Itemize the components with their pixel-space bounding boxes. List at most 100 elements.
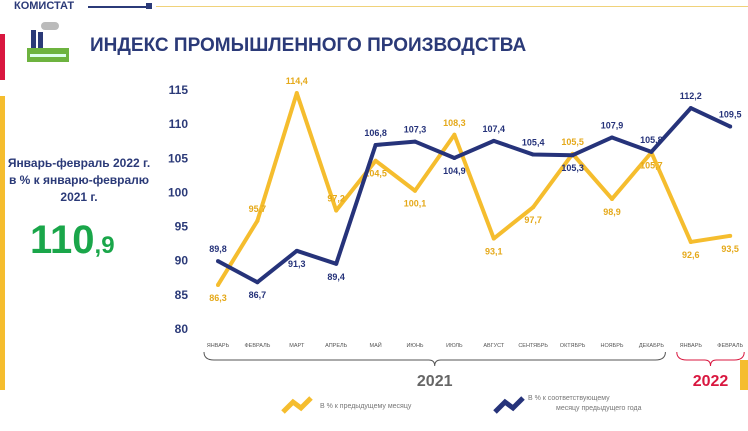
data-label: 89,4 bbox=[327, 272, 345, 282]
y-tick-label: 95 bbox=[175, 220, 189, 234]
data-point bbox=[728, 124, 733, 129]
x-tick-label: ЯНВАРЬ bbox=[680, 343, 703, 349]
data-point bbox=[413, 139, 417, 144]
data-label: 97,7 bbox=[524, 215, 542, 225]
data-label: 105,5 bbox=[561, 137, 584, 147]
y-tick-label: 115 bbox=[169, 83, 189, 97]
data-point bbox=[334, 208, 339, 213]
group-label: 2021 bbox=[417, 373, 453, 390]
y-tick-label: 80 bbox=[175, 322, 189, 336]
legend-swatch bbox=[493, 396, 525, 414]
data-point bbox=[413, 188, 417, 193]
x-tick-label: СЕНТЯБРЬ bbox=[518, 343, 548, 349]
data-label: 105,4 bbox=[522, 138, 545, 148]
data-label: 86,3 bbox=[209, 293, 227, 303]
data-label: 105,8 bbox=[640, 135, 663, 145]
data-label: 112,2 bbox=[680, 91, 702, 101]
data-point bbox=[570, 153, 575, 158]
data-label: 91,3 bbox=[288, 259, 306, 269]
data-point bbox=[294, 91, 299, 96]
x-tick-label: ИЮНЬ bbox=[406, 343, 423, 349]
data-label: 105,3 bbox=[561, 163, 584, 173]
header-line-gold bbox=[156, 6, 748, 7]
data-point bbox=[294, 248, 299, 253]
data-point bbox=[491, 236, 496, 241]
data-point bbox=[610, 135, 614, 140]
data-point bbox=[255, 280, 260, 285]
data-point bbox=[688, 106, 693, 111]
x-tick-label: ДЕКАБРЬ bbox=[639, 343, 665, 349]
legend-label: В % к соответствующему bbox=[528, 395, 610, 402]
data-label: 107,3 bbox=[404, 125, 427, 135]
red-accent-bar bbox=[0, 34, 5, 80]
group-brace bbox=[203, 351, 666, 367]
y-tick-label: 105 bbox=[168, 151, 188, 165]
y-tick-label: 110 bbox=[169, 117, 189, 131]
legend-swatch bbox=[281, 396, 313, 414]
series-line bbox=[216, 91, 731, 287]
data-label: 95,7 bbox=[249, 204, 267, 214]
data-label: 93,1 bbox=[485, 247, 503, 257]
group-brace bbox=[676, 351, 745, 367]
summary-value-int: 110 bbox=[30, 218, 95, 262]
y-tick-label: 85 bbox=[175, 288, 189, 302]
data-label: 93,5 bbox=[721, 244, 739, 254]
x-tick-label: ФЕВРАЛЬ bbox=[244, 343, 270, 349]
y-tick-label: 100 bbox=[168, 185, 188, 199]
summary-value: 110,9 bbox=[30, 218, 115, 263]
data-label: 89,8 bbox=[209, 244, 227, 254]
data-point bbox=[491, 138, 496, 143]
x-tick-label: ЯНВАРЬ bbox=[207, 343, 230, 349]
data-point bbox=[610, 196, 614, 201]
data-point bbox=[649, 149, 654, 154]
data-label: 107,4 bbox=[483, 124, 506, 134]
x-tick-label: АПРЕЛЬ bbox=[325, 343, 348, 349]
x-tick-label: МАЙ bbox=[369, 341, 381, 349]
right-yellow-bar bbox=[740, 360, 748, 390]
data-label: 104,5 bbox=[364, 169, 387, 179]
data-point bbox=[334, 261, 339, 266]
data-label: 106,8 bbox=[364, 128, 387, 138]
data-point bbox=[373, 158, 378, 163]
data-point bbox=[452, 155, 457, 160]
data-label: 105,7 bbox=[640, 161, 663, 171]
header-line-dot bbox=[146, 3, 152, 9]
data-point bbox=[728, 233, 733, 238]
data-label: 109,5 bbox=[719, 110, 742, 120]
data-point bbox=[373, 142, 378, 147]
data-label: 104,9 bbox=[443, 166, 466, 176]
yellow-accent-bar bbox=[0, 96, 5, 390]
x-tick-label: ФЕВРАЛЬ bbox=[717, 343, 743, 349]
legend-label-line2: месяцу предыдущего года bbox=[556, 405, 642, 412]
data-label: 100,1 bbox=[404, 199, 427, 209]
legend-label: В % к предыдущему месяцу bbox=[320, 403, 412, 410]
data-point bbox=[452, 132, 457, 137]
data-label: 97,2 bbox=[327, 194, 345, 204]
x-tick-label: ОКТЯБРЬ bbox=[560, 343, 586, 349]
summary-value-dec: ,9 bbox=[94, 232, 115, 259]
data-label: 86,7 bbox=[249, 290, 267, 300]
data-point bbox=[531, 152, 536, 157]
page-title: ИНДЕКС ПРОМЫШЛЕННОГО ПРОИЗВОДСТВА bbox=[90, 35, 527, 56]
factory-icon bbox=[27, 22, 69, 64]
header-line bbox=[88, 6, 148, 8]
data-point bbox=[531, 205, 536, 210]
x-tick-label: АВГУСТ bbox=[483, 343, 505, 349]
data-point bbox=[688, 239, 693, 244]
data-label: 107,9 bbox=[601, 120, 624, 130]
data-label: 108,3 bbox=[443, 118, 466, 128]
data-label: 98,9 bbox=[603, 207, 621, 217]
series-line bbox=[217, 106, 732, 285]
data-label: 114,4 bbox=[286, 76, 308, 86]
x-tick-label: НОЯБРЬ bbox=[601, 343, 624, 349]
summary-text: Январь-февраль 2022 г. в % к январю-февр… bbox=[7, 156, 151, 204]
group-label: 2022 bbox=[693, 373, 729, 390]
data-point bbox=[216, 282, 220, 287]
x-tick-label: ИЮЛЬ bbox=[446, 343, 463, 349]
brand-label: КОМИСТАТ bbox=[14, 0, 75, 12]
data-label: 92,6 bbox=[682, 250, 700, 260]
x-tick-label: МАРТ bbox=[289, 343, 305, 349]
data-point bbox=[255, 218, 260, 223]
y-tick-label: 90 bbox=[175, 254, 189, 268]
